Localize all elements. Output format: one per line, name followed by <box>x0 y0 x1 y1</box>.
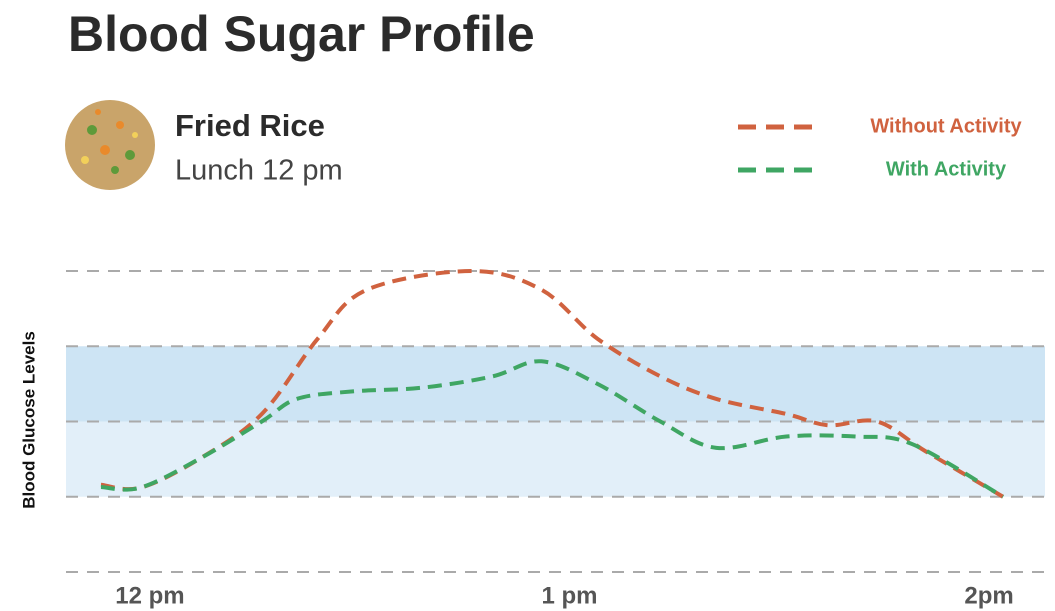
chart-title: Blood Sugar Profile <box>68 6 535 62</box>
meal-name: Fried Rice <box>175 108 325 143</box>
x-tick-label: 2pm <box>964 582 1013 609</box>
x-tick-label: 12 pm <box>115 582 184 609</box>
legend-label: Without Activity <box>870 115 1022 137</box>
food-image <box>65 100 155 190</box>
subtitle: Lunch 12 pm <box>175 155 343 187</box>
x-tick-label: 1 pm <box>541 582 597 609</box>
y-axis-label: Blood Glucose Levels <box>19 331 38 509</box>
legend-label: With Activity <box>886 158 1007 180</box>
band <box>66 346 1045 421</box>
chart: Blood Sugar Profile Fried Rice Lunch 12 … <box>0 0 1055 611</box>
